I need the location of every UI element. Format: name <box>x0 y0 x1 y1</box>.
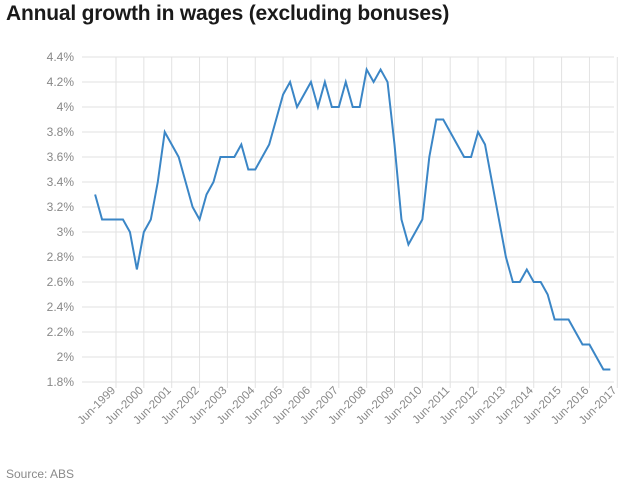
y-tick-label: 1.8% <box>47 375 75 389</box>
y-tick-label: 3.8% <box>47 125 75 139</box>
y-tick-label: 3.4% <box>47 175 75 189</box>
y-tick-label: 2.6% <box>47 275 75 289</box>
y-tick-label: 3% <box>57 225 75 239</box>
y-tick-label: 2.2% <box>47 325 75 339</box>
x-axis-ticks: Jun-1999Jun-2000Jun-2001Jun-2002Jun-2003… <box>76 384 620 427</box>
grid <box>82 56 618 388</box>
y-tick-label: 4% <box>57 100 75 114</box>
y-tick-label: 4.2% <box>47 75 75 89</box>
y-tick-label: 2.4% <box>47 300 75 314</box>
y-tick-label: 3.6% <box>47 150 75 164</box>
y-axis-ticks: 1.8% 2% 2.2% 2.4% 2.6% 2.8% 3% 3.2% 3.4% 3.6% 3.8%… <box>47 50 75 389</box>
y-tick-label: 2.8% <box>47 250 75 264</box>
y-tick-label: 3.2% <box>47 200 75 214</box>
chart-title: Annual growth in wages (excluding bonuse… <box>6 2 450 25</box>
source-note: Source: ABS <box>6 467 75 481</box>
y-tick-label: 4.4% <box>47 50 75 64</box>
series-line <box>94 66 611 371</box>
y-tick-label: 2% <box>57 350 75 364</box>
